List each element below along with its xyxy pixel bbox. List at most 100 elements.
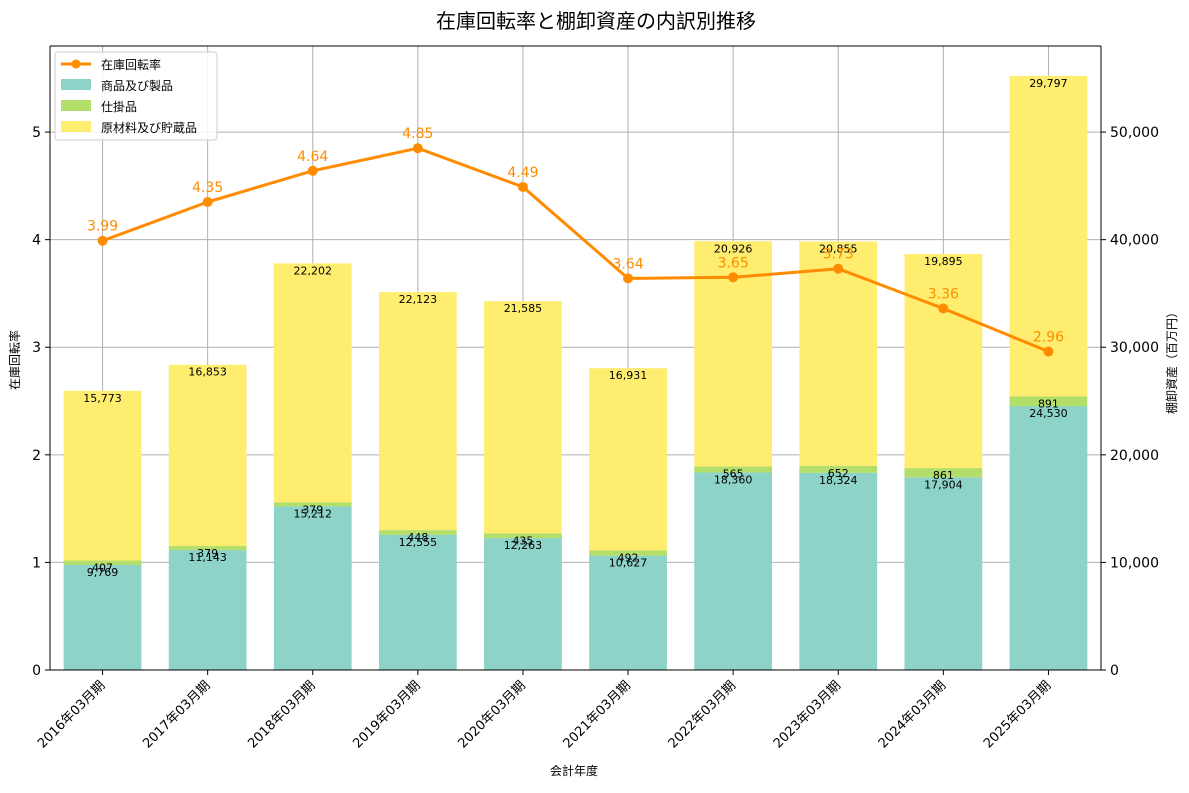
left-tick-label: 4 bbox=[32, 233, 41, 249]
bar-data-label: 435 bbox=[512, 534, 533, 547]
x-tick-label: 2020年03月期 bbox=[455, 678, 528, 751]
turnover-point bbox=[202, 197, 213, 207]
turnover-data-label: 4.85 bbox=[402, 126, 433, 142]
left-tick-label: 0 bbox=[32, 663, 41, 679]
right-tick-label: 50,000 bbox=[1110, 125, 1159, 141]
y-axis-label-right: 棚卸資産（百万円） bbox=[1164, 306, 1179, 414]
bar-wip bbox=[484, 533, 562, 539]
bar-wip bbox=[378, 530, 457, 535]
turnover-point bbox=[833, 263, 844, 274]
bar-wip bbox=[589, 550, 667, 556]
bar-data-label: 22,123 bbox=[399, 293, 438, 306]
bar-data-label: 20,855 bbox=[819, 242, 858, 255]
x-tick-label: 2023年03月期 bbox=[771, 678, 844, 751]
bar-data-label: 15,773 bbox=[83, 392, 122, 405]
legend-label: 原材料及び貯蔵品 bbox=[101, 121, 197, 135]
bar-data-label: 407 bbox=[92, 562, 113, 575]
y-axis-label-left: 在庫回転率 bbox=[7, 330, 22, 390]
turnover-data-label: 4.49 bbox=[507, 165, 538, 181]
bar-goods bbox=[694, 472, 773, 670]
chart-title: 在庫回転率と棚卸資産の内訳別推移 bbox=[436, 9, 756, 33]
bar-data-label: 19,895 bbox=[924, 255, 963, 268]
bar-materials bbox=[63, 390, 142, 561]
legend-box bbox=[54, 51, 218, 141]
x-tick-label: 2021年03月期 bbox=[561, 678, 634, 751]
bar-data-label: 15,212 bbox=[294, 507, 333, 520]
bar-wip bbox=[1009, 396, 1088, 407]
x-tick-label: 2018年03月期 bbox=[245, 678, 318, 751]
bar-data-label: 12,555 bbox=[399, 536, 438, 549]
turnover-point bbox=[728, 272, 739, 283]
bar-wip bbox=[904, 468, 983, 478]
turnover-point bbox=[517, 181, 528, 192]
legend-color-swatch bbox=[61, 100, 91, 111]
bar-data-label: 891 bbox=[1038, 398, 1059, 411]
bar-goods bbox=[1009, 406, 1088, 670]
bar-data-label: 12,263 bbox=[504, 539, 543, 552]
bar-materials bbox=[168, 364, 247, 547]
bar-data-label: 21,585 bbox=[504, 302, 543, 315]
bar-goods bbox=[904, 477, 983, 670]
turnover-data-label: 2.96 bbox=[1033, 330, 1064, 346]
legend-goods: 商品及び製品 bbox=[61, 78, 173, 93]
legend-turnover: 在庫回転率 bbox=[61, 57, 161, 72]
legend-label: 仕掛品 bbox=[101, 99, 137, 114]
bar-data-label: 20,926 bbox=[714, 242, 753, 255]
bar-data-label: 29,797 bbox=[1029, 77, 1068, 90]
bar-data-label: 379 bbox=[197, 547, 218, 560]
bar-materials bbox=[1009, 75, 1088, 397]
turnover-point bbox=[412, 143, 423, 154]
legend-label: 在庫回転率 bbox=[101, 57, 161, 72]
bar-data-label: 9,769 bbox=[87, 566, 119, 579]
bar-materials bbox=[904, 254, 983, 469]
legend-color-swatch bbox=[61, 79, 91, 90]
bar-goods bbox=[168, 550, 247, 670]
turnover-point bbox=[938, 303, 949, 314]
left-tick-label: 5 bbox=[32, 125, 41, 141]
turnover-data-label: 3.36 bbox=[928, 287, 959, 303]
turnover-data-label: 3.73 bbox=[823, 247, 854, 263]
right-tick-label: 30,000 bbox=[1110, 340, 1159, 356]
bar-data-label: 861 bbox=[933, 469, 954, 482]
x-tick-label: 2025年03月期 bbox=[981, 678, 1054, 751]
bar-goods bbox=[484, 538, 562, 670]
turnover-data-label: 3.64 bbox=[612, 256, 643, 272]
bar-wip bbox=[694, 466, 773, 473]
legend-materials: 原材料及び貯蔵品 bbox=[61, 121, 197, 135]
right-tick-label: 0 bbox=[1110, 663, 1119, 679]
bar-goods bbox=[378, 534, 457, 670]
x-tick-label: 2016年03月期 bbox=[35, 678, 108, 751]
bar-goods bbox=[799, 472, 878, 670]
right-tick-label: 20,000 bbox=[1110, 448, 1159, 464]
bar-layer: 9,76940715,77311,14337916,85315,21237922… bbox=[63, 75, 1088, 670]
bar-data-label: 24,530 bbox=[1029, 407, 1068, 420]
x-axis-label: 会計年度 bbox=[550, 763, 598, 778]
left-tick-label: 3 bbox=[32, 340, 41, 356]
bar-goods bbox=[63, 564, 142, 670]
line-layer: 3.99 4.35 4.64 4.85 4.49 3.64 3.65 3.73 3.36 2.96 bbox=[87, 126, 1064, 357]
turnover-point bbox=[623, 273, 634, 284]
bar-materials bbox=[484, 301, 562, 534]
legend-color-swatch bbox=[61, 121, 91, 132]
bar-data-label: 652 bbox=[828, 467, 849, 480]
turnover-point bbox=[307, 165, 318, 176]
bar-wip bbox=[168, 546, 247, 551]
turnover-point bbox=[1043, 346, 1054, 357]
legend-wip: 仕掛品 bbox=[61, 99, 137, 114]
bar-data-label: 10,627 bbox=[609, 557, 648, 570]
legend-marker-swatch bbox=[71, 59, 81, 69]
legend-label: 商品及び製品 bbox=[101, 78, 173, 93]
bar-data-label: 565 bbox=[723, 467, 744, 480]
right-tick-label: 40,000 bbox=[1110, 233, 1159, 249]
bar-materials bbox=[799, 241, 878, 466]
bar-data-label: 16,931 bbox=[609, 369, 648, 382]
bar-goods bbox=[273, 506, 352, 670]
turnover-data-label: 4.35 bbox=[192, 180, 223, 196]
bar-data-label: 11,143 bbox=[188, 551, 227, 564]
bar-data-label: 16,853 bbox=[188, 366, 227, 379]
bar-materials bbox=[273, 263, 352, 503]
turnover-line bbox=[102, 146, 1050, 353]
turnover-data-label: 3.99 bbox=[87, 219, 118, 235]
bar-wip bbox=[799, 465, 878, 473]
